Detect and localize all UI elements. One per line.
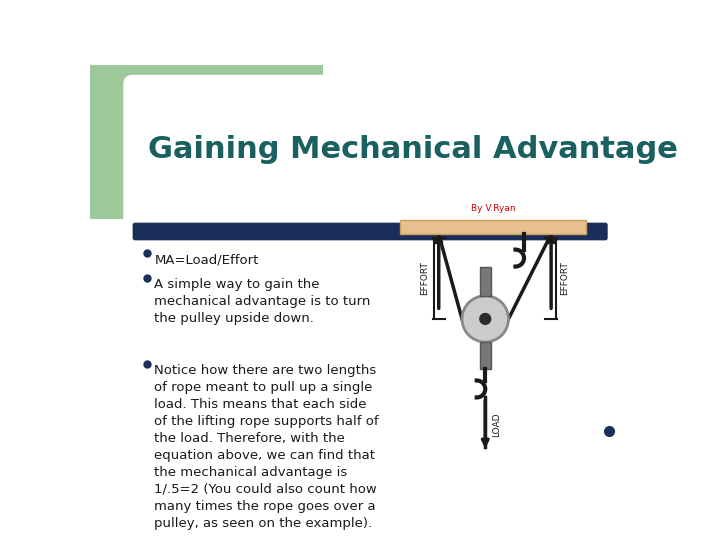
Circle shape bbox=[462, 296, 508, 342]
Text: LOAD: LOAD bbox=[492, 412, 501, 437]
Text: EFFORT: EFFORT bbox=[561, 261, 570, 295]
Text: Notice how there are two lengths
of rope meant to pull up a single
load. This me: Notice how there are two lengths of rope… bbox=[154, 363, 379, 530]
Text: A simple way to gain the
mechanical advantage is to turn
the pulley upside down.: A simple way to gain the mechanical adva… bbox=[154, 278, 371, 325]
Text: MA=Load/Effort: MA=Load/Effort bbox=[154, 253, 258, 266]
Circle shape bbox=[480, 314, 490, 325]
Bar bbox=[400, 220, 586, 234]
Bar bbox=[90, 65, 323, 219]
Text: EFFORT: EFFORT bbox=[420, 261, 429, 295]
FancyBboxPatch shape bbox=[132, 222, 608, 240]
Bar bbox=[480, 342, 490, 369]
FancyBboxPatch shape bbox=[123, 75, 646, 463]
Bar bbox=[480, 267, 490, 296]
Text: By V.Ryan: By V.Ryan bbox=[471, 204, 516, 213]
Text: Gaining Mechanical Advantage: Gaining Mechanical Advantage bbox=[148, 135, 678, 164]
